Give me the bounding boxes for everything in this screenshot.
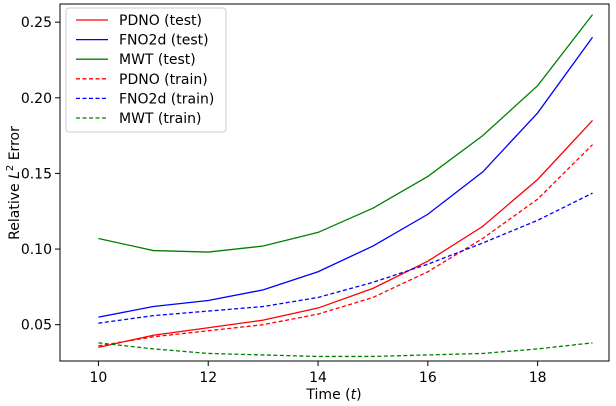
x-tick-label: 10 <box>90 370 108 386</box>
legend-label: PDNO (test) <box>119 13 202 29</box>
series-line-1 <box>98 36 594 318</box>
legend: PDNO (test) FNO2d (test) MWT (test) PDNO (t… <box>65 7 227 133</box>
legend-label: FNO2d (train) <box>119 91 214 107</box>
x-axis-label: Time (t) <box>305 387 361 403</box>
y-tick-label: 0.15 <box>21 166 52 182</box>
plot-lines <box>98 14 594 358</box>
legend-label: MWT (train) <box>119 111 201 127</box>
x-axis-ticks: 10 12 14 16 18 <box>90 361 547 386</box>
y-tick-label: 0.05 <box>21 318 52 334</box>
series-line-2 <box>98 14 594 253</box>
x-tick-label: 16 <box>419 370 437 386</box>
x-tick-label: 18 <box>529 370 547 386</box>
y-axis-label: Relative L2 Error <box>5 126 23 240</box>
x-tick-label: 12 <box>199 370 217 386</box>
legend-label: FNO2d (test) <box>119 33 209 49</box>
series-line-5 <box>98 342 593 358</box>
series-line-3 <box>98 144 593 347</box>
x-tick-label: 14 <box>309 370 327 386</box>
y-tick-label: 0.20 <box>21 91 52 107</box>
legend-items: PDNO (test) FNO2d (test) MWT (test) PDNO (t… <box>76 13 214 127</box>
legend-label: MWT (test) <box>119 52 196 68</box>
series-line-4 <box>98 192 593 324</box>
plot-frame <box>59 3 610 362</box>
y-axis-ticks: 0.05 0.10 0.15 0.20 0.25 <box>21 15 60 334</box>
y-tick-label: 0.10 <box>21 242 52 258</box>
legend-label: PDNO (train) <box>119 72 208 88</box>
series-line-0 <box>98 120 594 349</box>
y-tick-label: 0.25 <box>21 15 52 31</box>
